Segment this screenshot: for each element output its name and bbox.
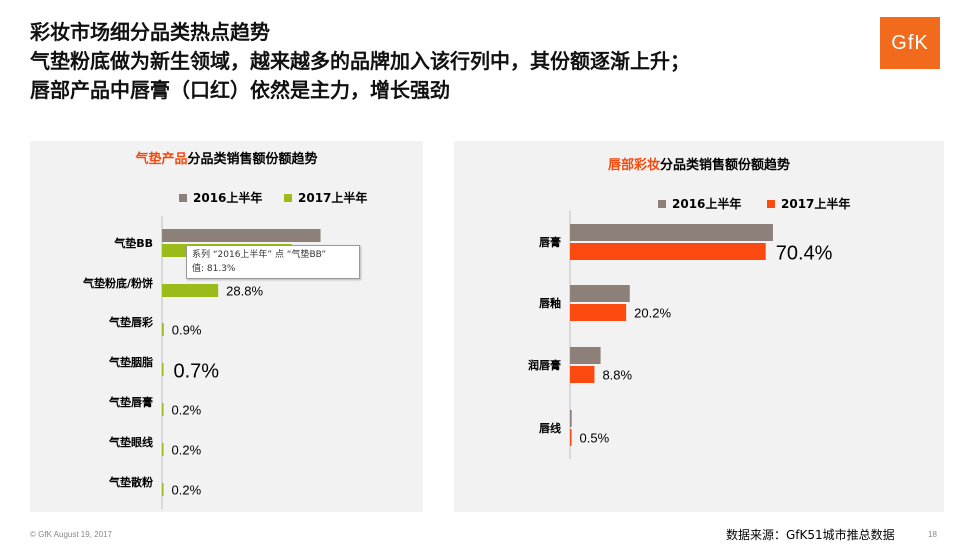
gfk-logo: GfK xyxy=(880,17,940,69)
subtitle-line-1: 气垫粉底做为新生领域，越来越多的品牌加入该行列中，其份额逐渐上升； xyxy=(30,49,690,73)
data-label-2017: 0.2% xyxy=(172,443,202,458)
legend-label-2017: 2017上半年 xyxy=(781,196,850,211)
bar-2017 xyxy=(162,443,164,456)
data-label-2017: 8.8% xyxy=(602,368,632,383)
bar-2016 xyxy=(570,224,773,241)
footer-copyright: © GfK August 19, 2017 xyxy=(30,530,112,539)
page-title: 彩妆市场细分品类热点趋势 xyxy=(30,20,270,44)
title-block: 彩妆市场细分品类热点趋势 气垫粉底做为新生领域，越来越多的品牌加入该行列中，其份… xyxy=(30,18,870,105)
data-label-2017: 0.2% xyxy=(172,403,202,418)
data-label-2017: 0.9% xyxy=(172,323,202,338)
legend-label-2016: 2016上半年 xyxy=(193,190,262,205)
bar-2017 xyxy=(162,284,219,297)
bar-2017 xyxy=(570,243,766,260)
category-label: 唇釉 xyxy=(539,296,561,310)
category-label: 气垫BB xyxy=(113,236,153,250)
bar-2017 xyxy=(162,483,164,496)
bar-2017 xyxy=(570,429,572,446)
category-label: 气垫胭脂 xyxy=(108,355,153,369)
cushion-chart-panel: 气垫产品分品类销售额份额趋势 2016上半年2017上半年气垫BB66.5%气垫… xyxy=(30,141,423,512)
cushion-chart-title: 气垫产品分品类销售额份额趋势 xyxy=(30,148,423,167)
data-label-2017: 0.2% xyxy=(172,483,202,498)
category-label: 润唇膏 xyxy=(528,358,561,372)
data-label-2017: 20.2% xyxy=(634,306,671,321)
bar-2016 xyxy=(570,347,601,364)
legend-label-2017: 2017上半年 xyxy=(298,190,367,205)
category-label: 气垫唇彩 xyxy=(108,315,153,329)
bar-2016 xyxy=(570,410,572,427)
data-label-2017: 28.8% xyxy=(226,284,263,299)
category-label: 气垫散粉 xyxy=(108,475,153,489)
category-label: 气垫唇膏 xyxy=(108,395,153,409)
legend-swatch-2016 xyxy=(658,200,666,208)
legend-swatch-2016 xyxy=(179,194,187,202)
cushion-chart-svg: 2016上半年2017上半年气垫BB66.5%气垫粉底/粉饼28.8%气垫唇彩0… xyxy=(82,190,367,509)
bar-2017 xyxy=(162,403,164,416)
lip-chart-title-rest: 分品类销售额份额趋势 xyxy=(660,158,791,173)
bar-2017 xyxy=(162,323,164,336)
category-label: 唇线 xyxy=(539,421,561,435)
category-label: 唇膏 xyxy=(539,235,561,249)
cushion-chart-title-highlight: 气垫产品 xyxy=(135,152,188,167)
lip-chart-title-highlight: 唇部彩妆 xyxy=(607,158,660,173)
bar-2016 xyxy=(162,229,321,242)
data-label-2017: 70.4% xyxy=(776,243,833,265)
category-label: 气垫粉底/粉饼 xyxy=(82,276,153,290)
page-number: 18 xyxy=(928,530,937,539)
lip-chart-panel: 唇部彩妆分品类销售额份额趋势 2016上半年 2017上半年 唇膏 70.4% 唇釉 20… xyxy=(454,141,944,512)
lip-chart-title: 唇部彩妆分品类销售额份额趋势 xyxy=(454,154,944,173)
bar-2017 xyxy=(570,366,595,383)
data-tooltip: 系列 “2016上半年” 点 “气垫BB” 值: 81.3% xyxy=(186,245,360,279)
bar-2017 xyxy=(570,304,627,321)
category-label: 气垫眼线 xyxy=(108,435,153,449)
subtitle-line-2: 唇部产品中唇膏（口红）依然是主力，增长强劲 xyxy=(30,78,450,102)
data-label-2017: 0.7% xyxy=(174,361,220,383)
tooltip-value-line: 值: 81.3% xyxy=(192,264,236,274)
legend-swatch-2017 xyxy=(284,194,292,202)
footer-data-source: 数据来源：GfK51城市推总数据 xyxy=(726,528,895,542)
data-label-2017: 0.5% xyxy=(580,431,610,446)
legend-swatch-2017 xyxy=(767,200,775,208)
tooltip-series-line: 系列 “2016上半年” 点 “气垫BB” xyxy=(192,250,326,260)
legend-label-2016: 2016上半年 xyxy=(672,196,741,211)
bar-2016 xyxy=(570,285,630,302)
cushion-chart-title-rest: 分品类销售额份额趋势 xyxy=(187,152,318,167)
bar-2017 xyxy=(162,363,164,376)
